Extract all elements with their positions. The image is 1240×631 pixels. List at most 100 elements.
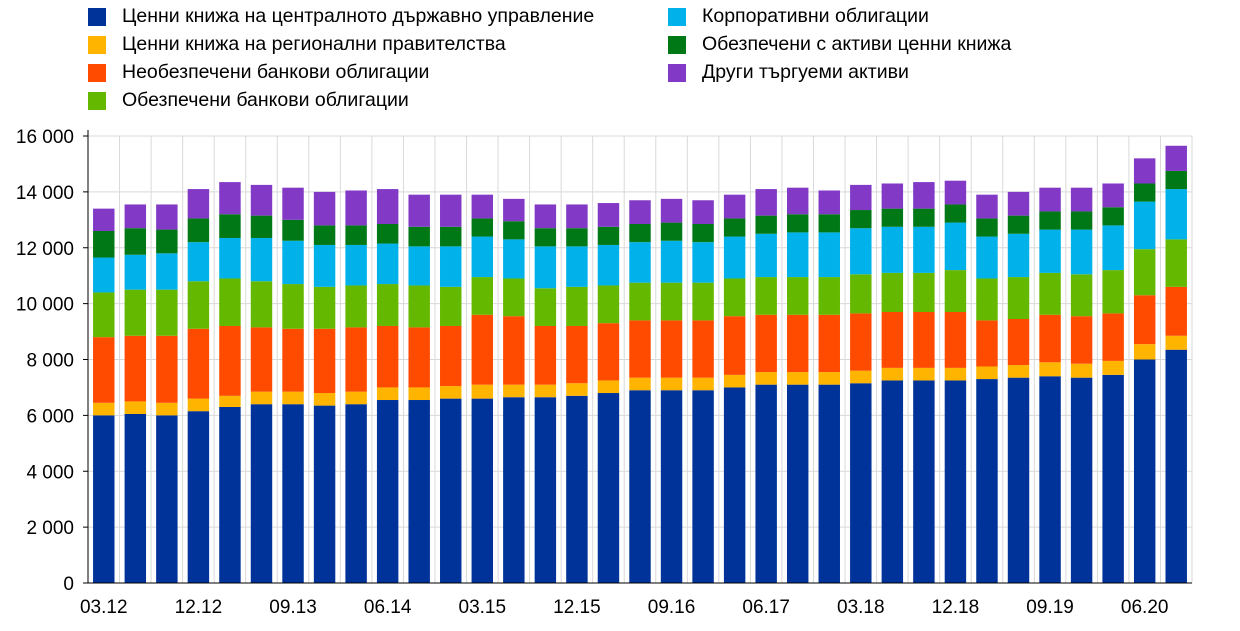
bar-12.19-series-4 xyxy=(1070,229,1093,275)
bar-09.12-series-2 xyxy=(156,335,178,403)
bar-06.13-series-2 xyxy=(250,327,273,392)
bar-09.16-series-2 xyxy=(660,320,683,378)
bar-03.16-series-3 xyxy=(597,285,620,324)
bar-03.19-series-6 xyxy=(976,194,998,219)
bar-12.17-series-1 xyxy=(818,372,840,385)
bar-09.16-series-3 xyxy=(660,282,683,321)
bar-09.16-series-6 xyxy=(660,198,683,223)
bar-09.16-series-5 xyxy=(660,222,683,241)
legend-item-regional-government: Ценни книжа на регионални правителства xyxy=(88,33,506,56)
bar-12.15-series-4 xyxy=(566,246,588,287)
bar-12.14-series-6 xyxy=(440,194,462,227)
bar-09.14-series-6 xyxy=(408,194,430,227)
bar-03.13-series-4 xyxy=(219,237,241,279)
bar-12.14-series-4 xyxy=(440,246,462,287)
bar-12.19-series-0 xyxy=(1070,377,1093,583)
bar-03.16-series-5 xyxy=(597,226,620,245)
bar-09.15-series-6 xyxy=(534,204,557,229)
bar-03.17-series-1 xyxy=(723,374,746,388)
legend-swatch-corporate-bonds xyxy=(668,7,686,26)
bar-06.18-series-1 xyxy=(881,367,904,381)
bar-09.14-series-2 xyxy=(408,327,430,388)
y-tick-label-0: 0 xyxy=(63,574,74,595)
bar-12.17-series-4 xyxy=(818,232,840,278)
bar-09.13-series-5 xyxy=(282,219,304,241)
bar-06.16-series-3 xyxy=(629,282,651,321)
bar-09.13-series-2 xyxy=(282,328,304,392)
legend-item-unsecured-bank-bonds: Необезпечени банкови облигации xyxy=(88,61,429,84)
bar-06.19-series-1 xyxy=(1007,365,1030,378)
bar-12.19-series-3 xyxy=(1070,274,1093,317)
bar-03.12-series-1 xyxy=(93,402,115,416)
bar-09.18-series-2 xyxy=(913,312,935,368)
legend-label-central-government: Ценни книжа на централното държавно упра… xyxy=(122,5,595,27)
bar-06.20-series-1 xyxy=(1133,344,1156,360)
bar-09.17-series-1 xyxy=(786,372,809,385)
bar-12.16-series-5 xyxy=(692,224,714,243)
bar-12.15-series-6 xyxy=(566,204,588,229)
bar-06.19-series-4 xyxy=(1007,233,1030,278)
bar-03.18-series-4 xyxy=(850,228,872,275)
bar-12.13-series-2 xyxy=(313,328,336,394)
bar-06.12-series-5 xyxy=(124,228,147,255)
legend-label-asset-backed-securities: Обезпечени с активи ценни книжа xyxy=(702,33,1012,55)
bar-03.19-series-2 xyxy=(976,320,998,367)
bar-06.20-series-5 xyxy=(1133,183,1156,202)
bar-12.12-series-3 xyxy=(187,281,210,329)
bar-12.15-series-1 xyxy=(566,383,588,396)
bar-03.15-series-3 xyxy=(471,277,494,315)
y-tick-label-3: 6 000 xyxy=(26,406,74,427)
bar-12.16-series-6 xyxy=(692,200,714,225)
bar-03.17-series-0 xyxy=(723,387,746,583)
bar-06.15-series-3 xyxy=(503,278,525,317)
bar-12.13-series-1 xyxy=(313,393,336,406)
legend-swatch-other-marketable-assets xyxy=(668,63,686,82)
bar-09.19-series-3 xyxy=(1039,272,1061,315)
bar-06.14-series-2 xyxy=(376,325,399,388)
bar-12.18-series-5 xyxy=(944,204,967,223)
bar-06.12-series-2 xyxy=(124,335,147,402)
bar-09.16-series-0 xyxy=(660,390,683,583)
bar-03.13-series-0 xyxy=(219,406,241,583)
bar-12.17-series-6 xyxy=(818,190,840,215)
y-tick-label-1: 2 000 xyxy=(26,518,74,539)
bar-03.18-series-6 xyxy=(850,184,872,211)
bar-12.16-series-1 xyxy=(692,377,714,391)
bar-09.17-series-6 xyxy=(786,187,809,215)
bar-12.14-series-0 xyxy=(440,398,462,583)
x-tick-label-4: 03.15 xyxy=(459,597,507,618)
bar-06.20-series-0 xyxy=(1133,359,1156,583)
bar-12.13-series-3 xyxy=(313,286,336,329)
legend-label-covered-bank-bonds: Обезпечени банкови облигации xyxy=(122,89,409,111)
bar-09.19-series-2 xyxy=(1039,314,1061,363)
bar-06.18-series-0 xyxy=(881,380,904,583)
bar-06.17-series-0 xyxy=(755,384,777,583)
bar-09.18-series-1 xyxy=(913,367,935,381)
bar-12.14-series-5 xyxy=(440,226,462,247)
bar-03.17-series-4 xyxy=(723,236,746,279)
bar-09.17-series-5 xyxy=(786,214,809,233)
bar-03.20-series-0 xyxy=(1102,374,1124,583)
bar-03.17-series-5 xyxy=(723,218,746,237)
bar-09.14-series-3 xyxy=(408,285,430,328)
bar-12.17-series-5 xyxy=(818,214,840,233)
axes xyxy=(83,130,1192,584)
bar-09.15-series-2 xyxy=(534,325,557,385)
bar-03.19-series-5 xyxy=(976,218,998,237)
bar-09.19-series-1 xyxy=(1039,362,1061,377)
bar-06.17-series-2 xyxy=(755,314,777,373)
bar-09.14-series-0 xyxy=(408,400,430,583)
bar-06.16-series-1 xyxy=(629,377,651,391)
bar-12.19-series-2 xyxy=(1070,316,1093,364)
bar-03.13-series-3 xyxy=(219,278,241,326)
bar-03.16-series-1 xyxy=(597,380,620,394)
legend-item-corporate-bonds: Корпоративни облигации xyxy=(668,5,929,28)
bar-09.20-series-3 xyxy=(1165,239,1187,287)
bar-09.17-series-2 xyxy=(786,314,809,373)
legend: Ценни книжа на централното държавно упра… xyxy=(0,0,1240,120)
bar-09.15-series-5 xyxy=(534,228,557,247)
x-tick-label-3: 06.14 xyxy=(364,597,412,618)
bar-03.13-series-5 xyxy=(219,214,241,238)
bar-03.16-series-6 xyxy=(597,203,620,227)
bar-03.19-series-0 xyxy=(976,379,998,583)
